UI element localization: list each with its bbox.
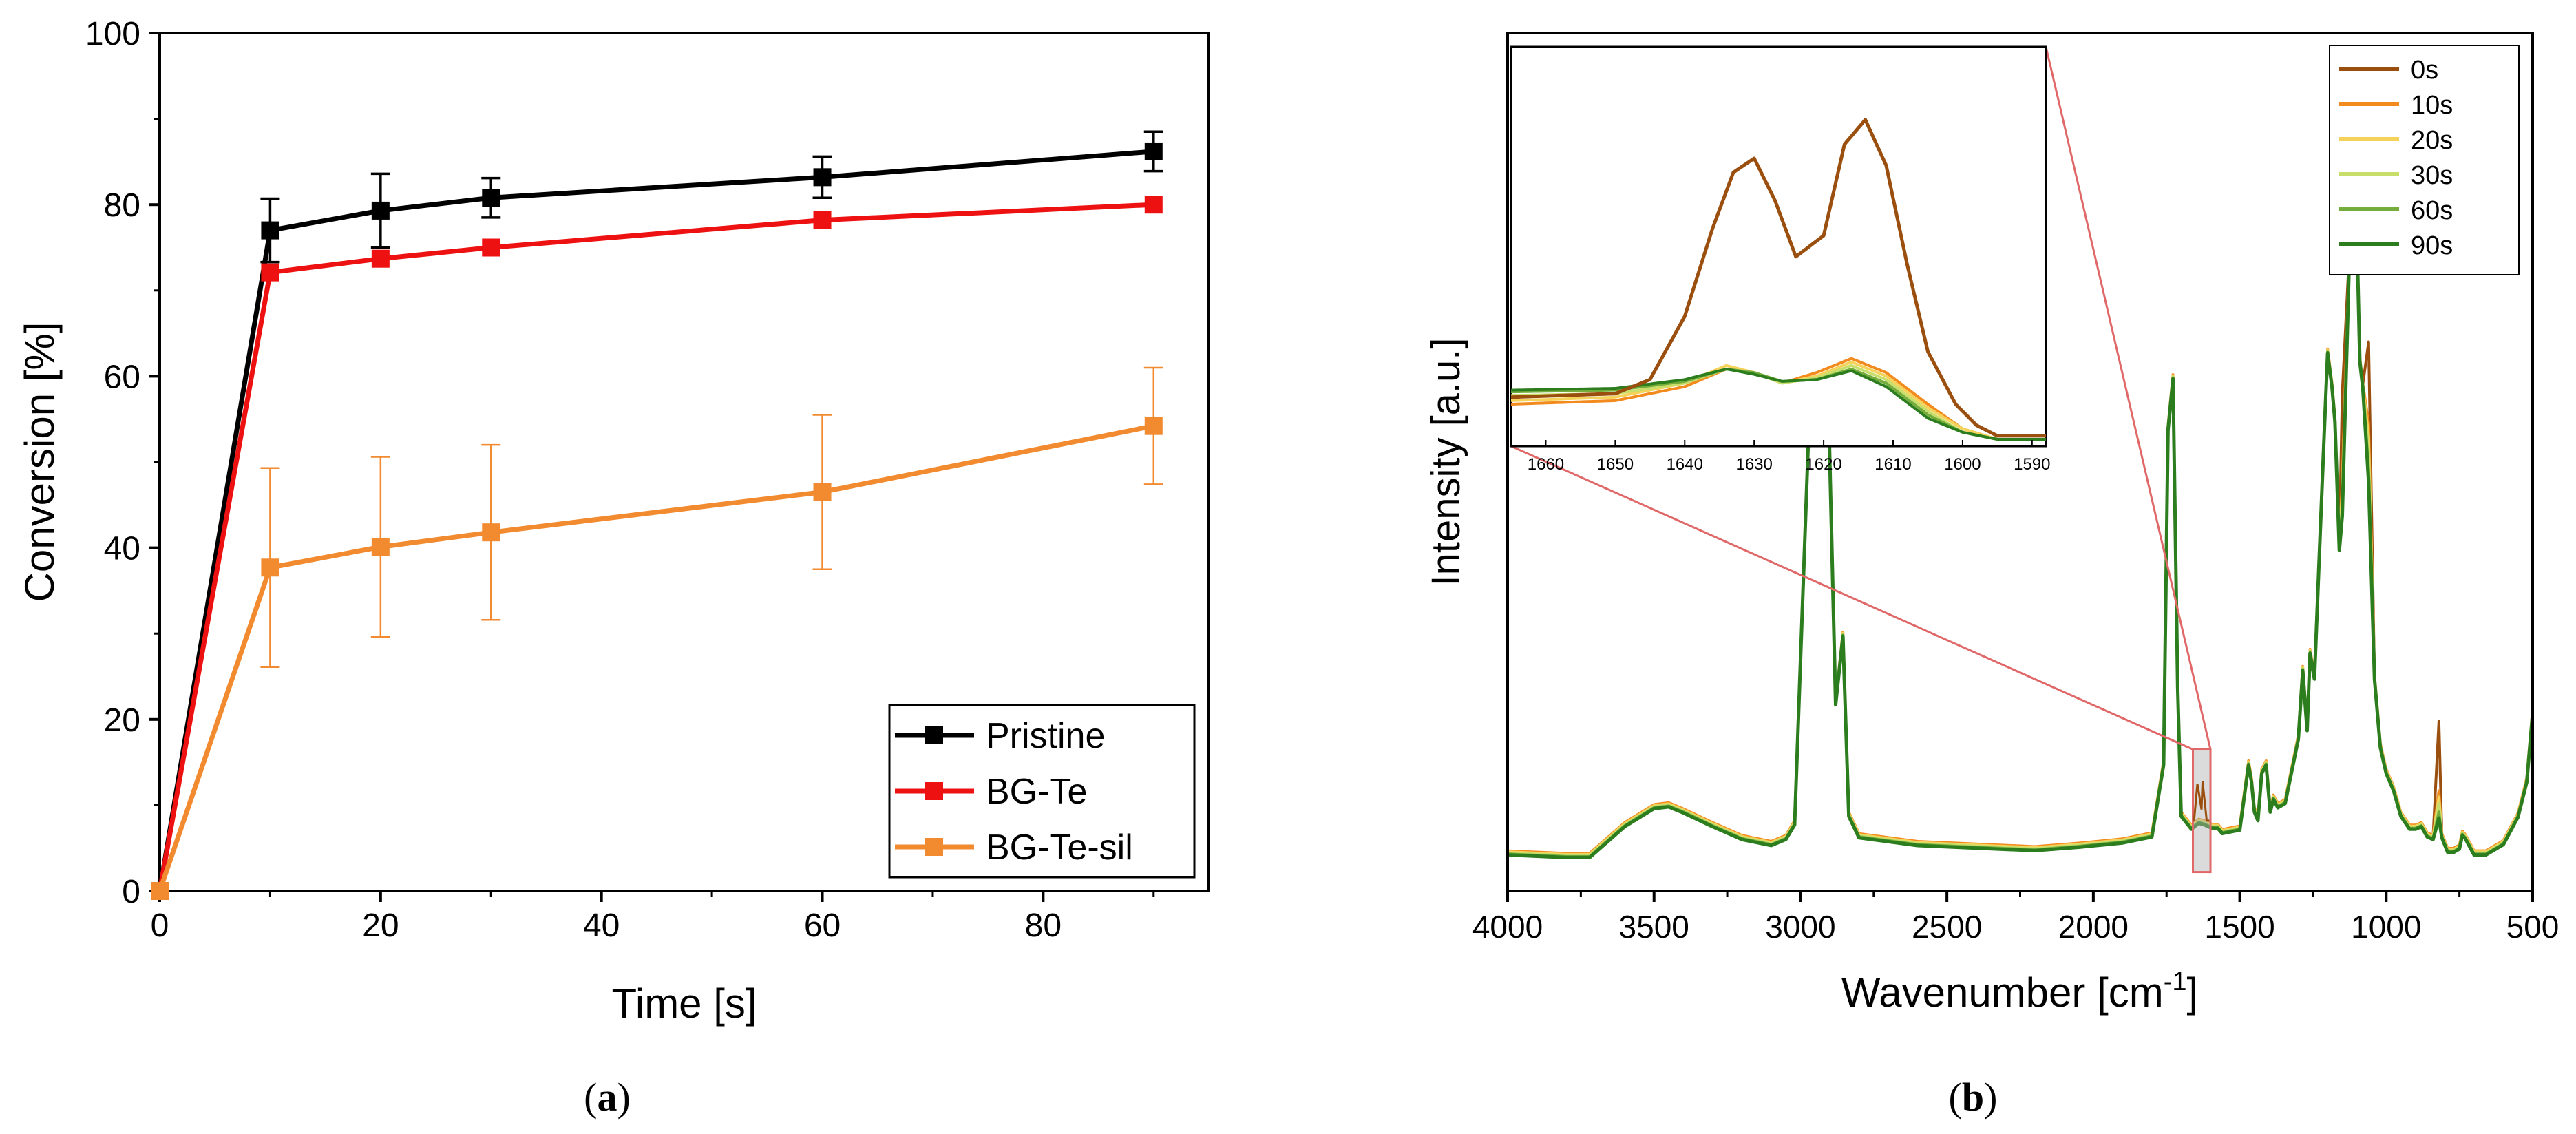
panel-b-x-tick-label: 2500 [1912,909,1982,945]
panel-b-y-axis-label: Intensity [a.u.] [1424,337,1468,586]
panel-a-y-tick-label: 100 [85,16,140,52]
panel-b-legend-label: 60s [2411,196,2453,225]
panel-a-legend: Pristine BG-Te BG-Te-sil [888,704,1196,879]
panel-a-point-Pristine [482,189,500,207]
panel-a-y-tick-label: 80 [104,187,140,224]
panel-b-inset-x-tick-label: 1640 [1667,455,1703,474]
panel-a-legend-marker [925,782,943,800]
panel-b-inset-x-tick-label: 1620 [1805,455,1841,474]
panel-a-y-tick-label: 0 [122,874,140,910]
panel-a-line-BG-Te [157,202,1154,892]
panel-a-point-BG-Te [371,249,390,268]
panel-b-x-tick-label: 2000 [2058,909,2129,945]
panel-a-point-BG-Te-sil [813,483,832,501]
panel-b-legend-box [2329,45,2520,275]
panel-a-y-axis-label: Conversion [%] [17,322,63,602]
panel-a-point-Pristine [261,221,279,240]
panel-b-caption: (b) [1949,1075,1998,1120]
panel-a-point-BG-Te [482,238,500,257]
panel-b-legend-label: 30s [2411,161,2453,190]
panel-b-x-tick-label: 1500 [2204,909,2274,945]
panel-b-inset-x-tick-label: 1590 [2014,455,2050,474]
panel-a-y-tick-label: 20 [104,702,140,739]
panel-b-inset-x-tick-label: 1600 [1944,455,1981,474]
panel-b-legend-label: 0s [2411,56,2438,85]
panel-b-inset: 1660 1650 1640 1630 1620 1610 1600 1590 [1510,45,2051,474]
panel-a-x-tick-label: 80 [1025,907,1062,944]
panel-a-y-tick-label: 60 [104,359,140,395]
panel-a-point-BG-Te [261,263,279,282]
panel-a-x-tick-label: 60 [804,907,841,944]
panel-b-zoom-line [1510,445,2194,750]
panel-b-x-tick-label: 4000 [1472,909,1543,945]
panel-a-x-ticks: 0 20 40 60 80 [151,891,1155,944]
panel-a-x-tick-label: 0 [151,907,169,944]
panel-b-inset-x-tick-label: 1610 [1875,455,1911,474]
panel-a-point-BG-Te-sil [1144,417,1163,435]
panel-a-point-BG-Te [1144,196,1163,214]
panel-a-line-Pristine [157,149,1154,892]
panel-b-x-tick-label: 1000 [2351,909,2421,945]
panel-b-x-axis-label: Wavenumber [cm-1] [1841,967,2198,1016]
panel-a-point-Pristine [813,168,832,187]
panel-b-inset-x-ticks: 1660 1650 1640 1630 1620 1610 1600 1590 [1528,440,2051,474]
panel-b-highlight-peaks [2193,781,2210,822]
panel-a-legend-label: Pristine [986,716,1105,756]
panel-b-legend-label: 10s [2411,91,2453,120]
panel-a-point-Pristine [371,201,390,220]
panel-a-point-Pristine [1144,142,1163,160]
panel-a-series-markers [151,142,1163,900]
panel-a-series-lines [157,149,1154,892]
panel-a-point-BG-Te-sil [371,538,390,556]
panel-a-legend-label: BG-Te [986,772,1087,812]
panel-b-inset-x-tick-label: 1630 [1735,455,1772,474]
panel-b-inset-spectrum-90s [1511,368,2046,441]
panel-b-x-tick-label: 500 [2506,909,2559,945]
panel-b-inset-frame [1510,45,2047,448]
panel-b-x-ticks: 4000 3500 3000 2500 2000 1500 1000 500 [1472,891,2559,945]
panel-a-y-ticks: 0 20 40 60 80 100 [85,16,160,910]
panel-b-inset-x-tick-label: 1650 [1597,455,1634,474]
panel-b-legend: 0s 10s 20s 30s 60s 90s [2329,45,2520,275]
panel-a-point-BG-Te-sil [151,882,169,900]
panel-b-legend-label: 90s [2411,231,2453,260]
panel-a-legend-marker [925,726,943,744]
panel-b-x-tick-label: 3000 [1765,909,1835,945]
panel-a-point-BG-Te-sil [261,558,279,577]
panel-a-point-BG-Te-sil [482,523,500,542]
panel-b-zoom-line [2045,46,2212,750]
panel-a-point-BG-Te [813,211,832,229]
panel-b-highlight-region [2192,748,2212,874]
panel-a-x-tick-label: 40 [583,907,620,944]
panel-b-inset-spectrum-0s [1511,118,2046,438]
panel-b-zoom-lines [1510,46,2212,750]
panel-a-chart: 0 20 40 60 80 100 0 20 40 60 80 Conversion [%] Ti… [17,16,1210,1120]
panel-a-legend-label: BG-Te-sil [986,828,1133,868]
panel-a-x-tick-label: 20 [362,907,399,944]
panel-a-legend-marker [925,838,943,856]
panel-a-y-tick-label: 40 [104,531,140,567]
panel-b-chart: 1660 1650 1640 1630 1620 1610 1600 1590 4000 350… [1424,32,2559,1120]
panel-a-line-BG-Te-sil [157,423,1154,892]
panel-b-x-tick-label: 3500 [1619,909,1689,945]
panel-b-inset-x-tick-label: 1660 [1528,455,1564,474]
panel-b-inset-spectra [1511,118,2046,441]
panel-a-caption: (a) [584,1075,631,1120]
panel-a-x-axis-label: Time [s] [611,980,757,1027]
panel-b-legend-label: 20s [2411,126,2453,155]
